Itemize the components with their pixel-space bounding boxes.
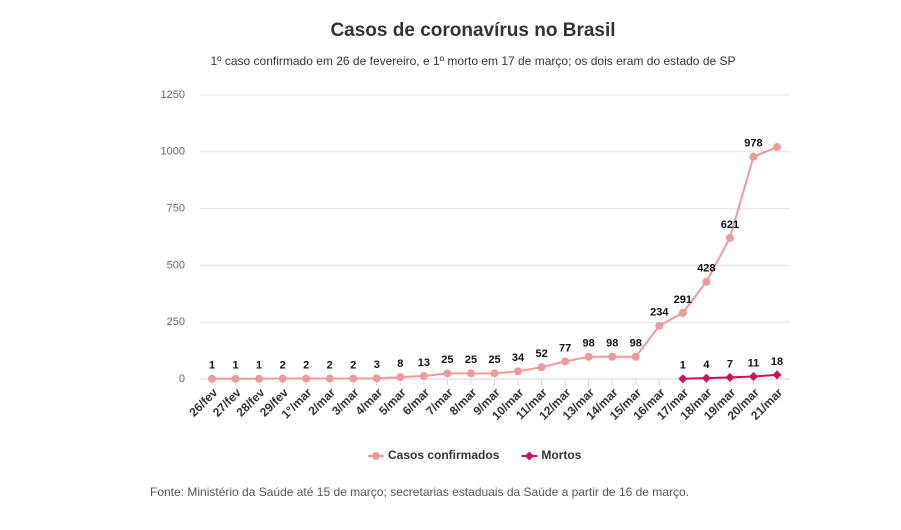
y-tick-label: 500 — [167, 259, 185, 271]
point — [678, 374, 688, 384]
chart-subtitle: 1º caso confirmado em 26 de fevereiro, e… — [210, 54, 735, 68]
data-label: 428 — [697, 263, 715, 275]
data-label: 52 — [535, 348, 547, 360]
legend-marker — [372, 452, 380, 460]
point — [278, 374, 287, 383]
data-label: 7 — [727, 358, 733, 370]
data-label: 2 — [303, 359, 309, 371]
point — [655, 321, 664, 330]
series-line — [212, 146, 778, 380]
point — [514, 367, 523, 376]
point — [772, 370, 782, 380]
data-label: 77 — [559, 342, 571, 354]
chart-title: Casos de coronavírus no Brasil — [330, 20, 615, 41]
legend-label: Mortos — [541, 448, 581, 462]
data-label: 1 — [680, 360, 686, 372]
data-label: 1 — [232, 360, 238, 372]
data-label: 2 — [280, 359, 286, 371]
y-tick-label: 750 — [167, 203, 185, 215]
point — [701, 373, 711, 383]
data-label: 1 — [256, 360, 262, 372]
data-label: 98 — [606, 338, 618, 350]
point — [349, 374, 358, 383]
point — [725, 372, 735, 382]
data-label: 621 — [721, 219, 739, 231]
point — [419, 372, 428, 381]
data-label: 98 — [630, 338, 642, 350]
point — [255, 374, 264, 383]
data-label: 4 — [703, 359, 710, 371]
data-label: 98 — [583, 338, 595, 350]
point — [208, 374, 216, 383]
data-label: 11 — [748, 357, 760, 369]
source-note: Fonte: Ministério da Saúde até 15 de mar… — [150, 485, 689, 499]
y-tick-label: 250 — [167, 316, 185, 328]
data-label: 3 — [374, 359, 380, 371]
point — [678, 308, 687, 317]
data-label: 8 — [397, 358, 403, 370]
data-label: 234 — [650, 307, 669, 319]
data-label: 25 — [465, 354, 477, 366]
point — [748, 372, 758, 382]
data-label: 2 — [327, 359, 333, 371]
data-label: 25 — [441, 354, 453, 366]
y-tick-label: 1000 — [161, 146, 185, 158]
point — [231, 374, 240, 383]
data-label: 25 — [488, 354, 500, 366]
data-label: 1 — [209, 360, 215, 372]
point — [773, 143, 781, 152]
point — [325, 374, 334, 383]
data-label: 18 — [771, 356, 783, 368]
point — [608, 352, 617, 361]
y-tick-label: 1250 — [161, 89, 185, 101]
data-label: 13 — [418, 357, 430, 369]
point — [749, 152, 758, 161]
data-label: 2 — [350, 359, 356, 371]
data-label: 34 — [512, 352, 525, 364]
y-tick-label: 0 — [179, 373, 185, 385]
point — [466, 369, 475, 378]
point — [631, 352, 640, 361]
legend-marker — [524, 451, 534, 461]
point — [443, 369, 452, 378]
data-label: 978 — [744, 138, 762, 150]
point — [561, 357, 570, 366]
point — [490, 369, 499, 378]
point — [372, 374, 381, 383]
data-label: 291 — [674, 294, 692, 306]
point — [537, 363, 546, 372]
point — [396, 373, 405, 382]
point — [725, 233, 734, 242]
point — [584, 352, 593, 361]
point — [702, 277, 711, 286]
point — [302, 374, 311, 383]
legend-label: Casos confirmados — [388, 448, 500, 462]
